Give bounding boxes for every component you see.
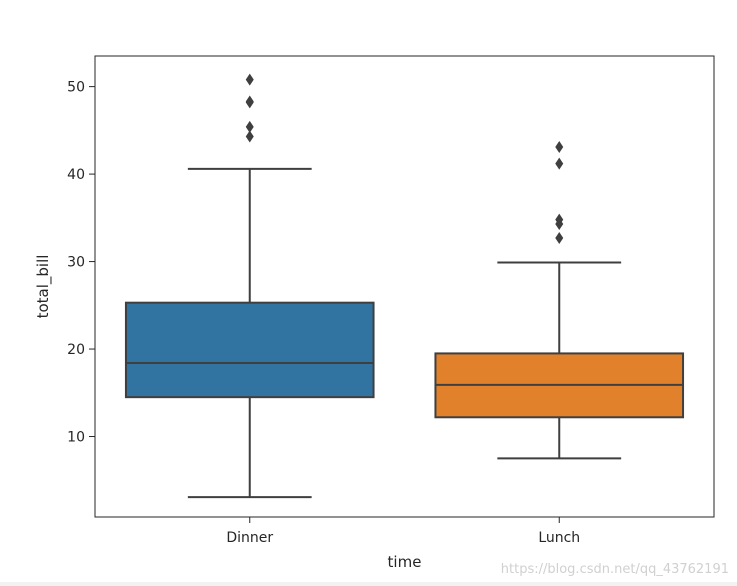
x-axis-ticks: Dinner Lunch xyxy=(226,517,580,546)
y-axis-label: total_bill xyxy=(34,255,53,319)
outlier-point xyxy=(245,120,254,133)
outlier-point xyxy=(555,140,564,153)
x-tick-label: Lunch xyxy=(538,530,580,546)
y-tick-label: 10 xyxy=(67,430,85,446)
box-iqr xyxy=(124,301,375,399)
y-axis-ticks: 10 20 30 40 50 xyxy=(67,80,95,446)
bottom-strip xyxy=(0,582,737,586)
outlier-point xyxy=(555,231,564,244)
plot-frame xyxy=(94,55,715,518)
box-lunch xyxy=(434,140,685,460)
boxes-layer xyxy=(124,73,685,499)
y-tick-label: 40 xyxy=(67,167,85,183)
box-dinner xyxy=(124,73,375,499)
outlier-point xyxy=(245,130,254,143)
watermark: https://blog.csdn.net/qq_43762191 xyxy=(500,562,729,577)
x-tick-label: Dinner xyxy=(226,530,273,546)
y-tick-label: 20 xyxy=(67,342,85,358)
x-axis-label: time xyxy=(388,553,422,571)
y-tick-label: 50 xyxy=(67,80,85,96)
outlier-point xyxy=(555,157,564,170)
y-tick-label: 30 xyxy=(67,255,85,271)
outlier-point xyxy=(245,73,254,86)
outlier-point xyxy=(245,95,254,108)
outlier-point xyxy=(555,213,564,226)
